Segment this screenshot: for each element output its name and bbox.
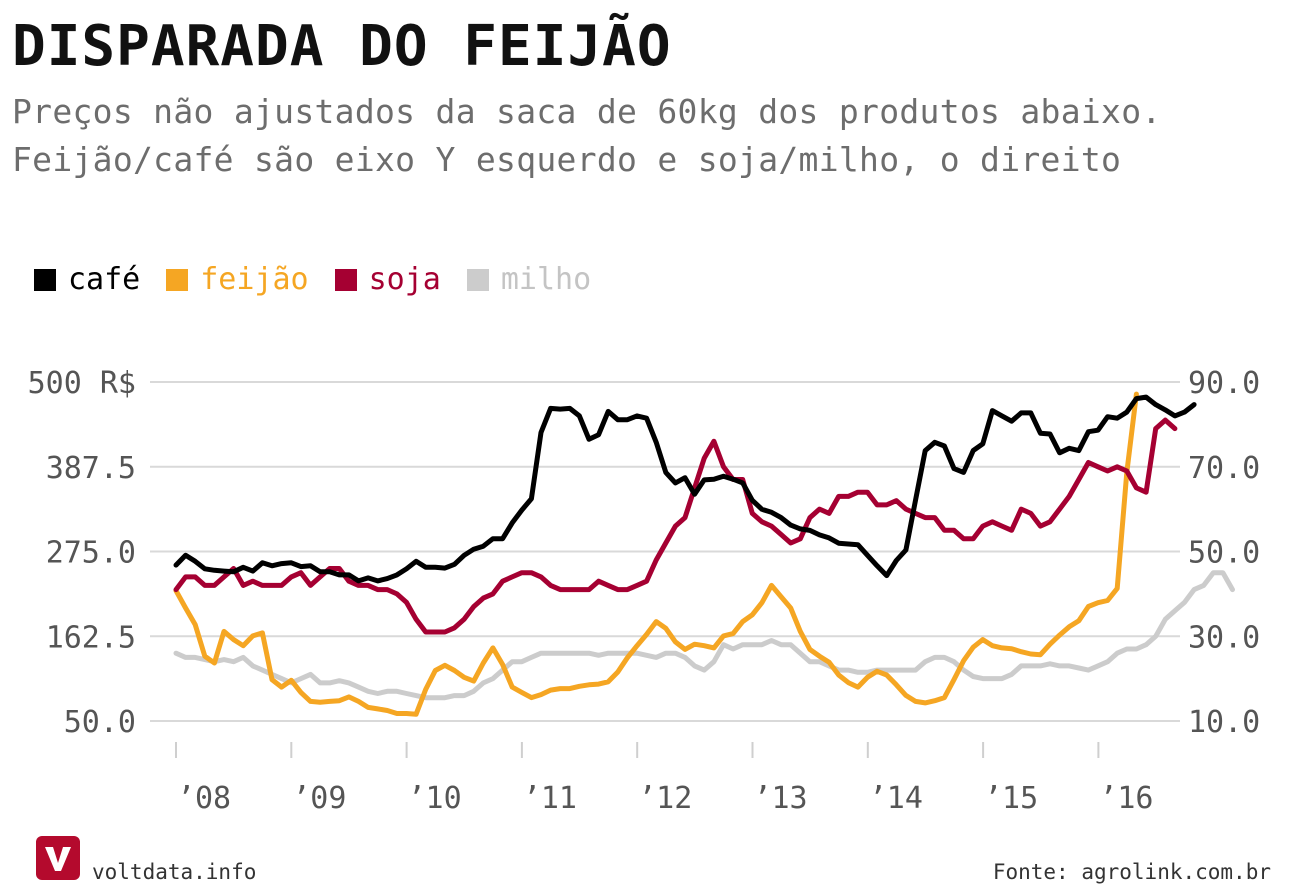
chart-title: DISPARADA DO FEIJÃO <box>12 14 672 79</box>
series-line-feijao <box>173 391 1139 717</box>
left-axis-tick-label: 50.0 <box>64 705 136 740</box>
x-axis-tick-label: ’12 <box>638 781 692 816</box>
left-axis-tick-label: 500 R$ <box>28 366 136 401</box>
legend-swatch-feijao <box>166 268 189 291</box>
legend-item-cafe: café <box>34 262 140 297</box>
legend-label-cafe: café <box>68 262 141 297</box>
x-axis-tick-label: ’08 <box>177 781 231 816</box>
right-axis: 90.0 70.0 50.0 30.0 10.0 <box>1188 366 1260 740</box>
legend-label-soja: soja <box>368 262 441 297</box>
x-axis-tick-label: ’15 <box>984 781 1038 816</box>
footer-site: voltdata.info <box>92 860 257 884</box>
right-axis-tick-label: 30.0 <box>1188 620 1260 655</box>
x-axis-tick-label: ’11 <box>523 781 577 816</box>
legend-label-milho: milho <box>500 262 592 297</box>
right-axis-tick-label: 10.0 <box>1188 705 1260 740</box>
left-axis-tick-label: 275.0 <box>46 536 136 571</box>
series-line-cafe <box>173 394 1197 584</box>
x-axis-tick-label: ’16 <box>1099 781 1153 816</box>
right-axis-tick-label: 90.0 <box>1188 366 1260 401</box>
chart-subtitle-line1: Preços não ajustados da saca de 60kg dos… <box>12 92 1162 131</box>
x-axis: ’08 ’09 ’10 ’11 ’12 ’13 ’14 ’15 ’16 <box>175 742 1153 816</box>
series-lines <box>173 391 1235 717</box>
grid-lines <box>150 381 1180 722</box>
voltdata-v-logo-icon <box>36 836 80 880</box>
x-axis-tick-label: ’13 <box>753 781 807 816</box>
legend-swatch-cafe <box>34 268 56 291</box>
legend-label-feijao: feijão <box>200 262 309 297</box>
legend-swatch-soja <box>334 268 357 291</box>
series-line-soja <box>173 417 1178 635</box>
left-axis-tick-label: 387.5 <box>46 451 136 486</box>
left-axis: 500 R$ 387.5 275.0 162.5 50.0 <box>28 366 136 740</box>
legend-item-feijao: feijão <box>166 262 309 297</box>
right-axis-tick-label: 70.0 <box>1188 451 1260 486</box>
footer-source: Fonte: agrolink.com.br <box>992 860 1271 884</box>
chart-subtitle-line2: Feijão/café são eixo Y esquerdo e soja/m… <box>12 140 1122 179</box>
left-axis-tick-label: 162.5 <box>46 620 136 655</box>
x-axis-tick-label: ’14 <box>869 781 923 816</box>
series-line-milho <box>173 570 1235 701</box>
right-axis-tick-label: 50.0 <box>1188 536 1260 571</box>
legend-swatch-milho <box>466 268 489 291</box>
legend-item-milho: milho <box>466 262 592 297</box>
x-axis-tick-label: ’09 <box>292 781 346 816</box>
chart-legend: café feijão soja milho <box>34 262 617 297</box>
legend-item-soja: soja <box>334 262 441 297</box>
x-axis-tick-label: ’10 <box>408 781 462 816</box>
